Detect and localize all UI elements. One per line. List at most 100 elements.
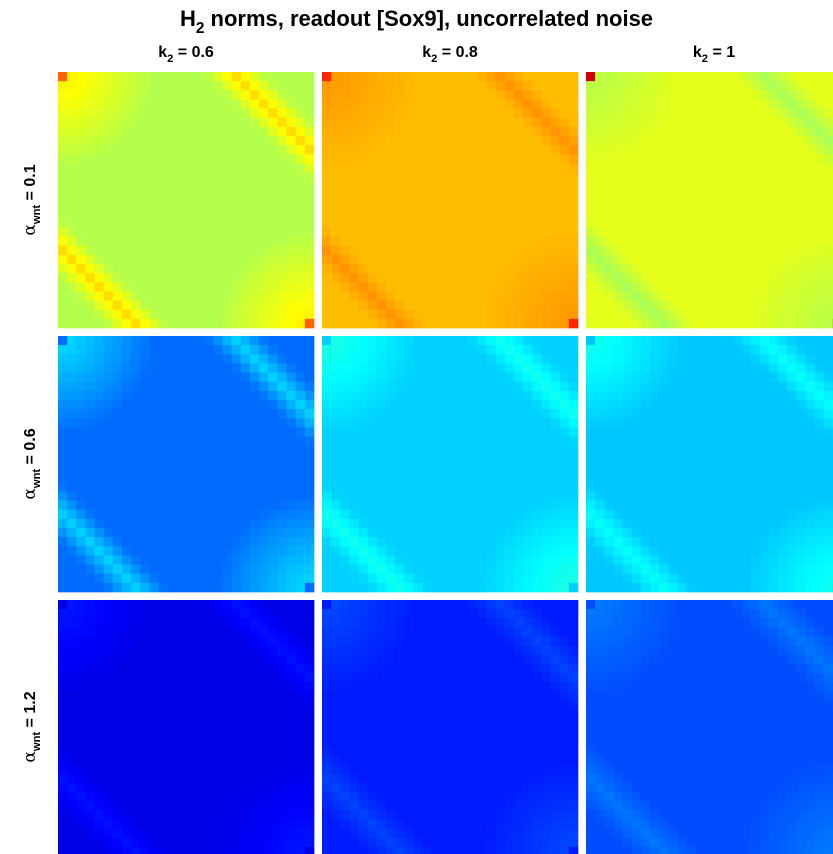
heatmap-cell — [386, 509, 396, 520]
heatmap-cell — [805, 555, 815, 565]
heatmap-cell — [631, 564, 642, 575]
heatmap-cell — [613, 427, 623, 437]
heatmap-cell — [103, 454, 114, 465]
heatmap-cell — [650, 564, 660, 575]
heatmap-cell — [386, 172, 396, 183]
heatmap-cell — [250, 664, 260, 674]
heatmap-cell — [622, 546, 633, 556]
heatmap-cell — [550, 300, 561, 311]
heatmap-cell — [704, 491, 715, 501]
heatmap-cell — [686, 500, 697, 511]
heatmap-cell — [140, 108, 150, 119]
heatmap-cell — [103, 409, 114, 419]
heatmap-cell — [404, 372, 414, 383]
heatmap-cell — [568, 264, 579, 274]
heatmap-cell — [268, 264, 278, 274]
heatmap-cell — [823, 345, 833, 355]
heatmap-cell — [796, 500, 806, 511]
heatmap-cell — [814, 99, 825, 109]
heatmap-cell — [122, 136, 132, 146]
heatmap-cell — [504, 372, 515, 383]
heatmap-cell — [823, 336, 833, 346]
heatmap-cell — [140, 282, 150, 292]
heatmap-cell — [495, 190, 506, 201]
heatmap-cell — [295, 636, 306, 647]
heatmap-cell — [431, 81, 442, 91]
heatmap-cell — [778, 172, 788, 183]
heatmap-cell — [268, 673, 278, 683]
heatmap-cell — [723, 418, 733, 428]
heatmap-cell — [167, 363, 178, 373]
heatmap-cell — [340, 190, 350, 201]
heatmap-cell — [213, 345, 223, 355]
heatmap-cell — [541, 381, 551, 392]
heatmap-cell — [823, 381, 833, 392]
heatmap-cell — [186, 454, 196, 465]
heatmap-cell — [268, 163, 278, 173]
heatmap-cell — [431, 136, 442, 146]
heatmap-cell — [85, 336, 95, 346]
heatmap-cell — [759, 136, 770, 146]
heatmap-cell — [450, 209, 460, 219]
heatmap-cell — [741, 154, 751, 164]
heatmap-cell — [76, 409, 86, 419]
heatmap-cell — [331, 390, 341, 401]
heatmap-cell — [295, 273, 306, 283]
heatmap-cell — [431, 200, 442, 210]
heatmap-cell — [523, 546, 533, 556]
heatmap-cell — [814, 154, 825, 164]
heatmap-cell — [613, 546, 623, 556]
heatmap-cell — [250, 564, 260, 575]
heatmap-cell — [158, 163, 169, 173]
heatmap-cell — [640, 372, 651, 383]
heatmap-cell — [732, 400, 742, 410]
heatmap-cell — [714, 537, 724, 547]
heatmap-cell — [805, 282, 815, 292]
heatmap-cell — [76, 482, 86, 492]
heatmap-cell — [259, 282, 269, 292]
heatmap-cell — [741, 354, 751, 364]
heatmap-cell — [250, 99, 260, 109]
heatmap-cell — [805, 390, 815, 401]
heatmap-cell — [704, 372, 715, 383]
heatmap-cell — [286, 573, 297, 584]
heatmap-cell — [349, 291, 359, 301]
heatmap-cell — [367, 117, 378, 128]
heatmap-cell — [340, 99, 350, 109]
heatmap-cell — [805, 400, 815, 410]
heatmap-cell — [386, 300, 396, 311]
heatmap-cell — [222, 582, 233, 593]
heatmap-cell — [186, 318, 196, 329]
heatmap-cell — [778, 381, 788, 392]
heatmap-cell — [404, 537, 414, 547]
heatmap-cell — [67, 555, 77, 565]
heatmap-cell — [331, 72, 341, 82]
heatmap-cell — [796, 491, 806, 501]
heatmap-cell — [778, 90, 788, 100]
heatmap-cell — [787, 400, 797, 410]
heatmap-cell — [732, 254, 742, 265]
heatmap-cell — [304, 518, 315, 529]
heatmap-cell — [677, 318, 687, 329]
heatmap-cell — [195, 654, 205, 665]
heatmap-cell — [541, 245, 551, 256]
heatmap-cell — [94, 582, 105, 593]
heatmap-cell — [149, 136, 159, 146]
heatmap-cell — [176, 636, 187, 647]
heatmap-cell — [349, 500, 359, 511]
heatmap-cell — [367, 236, 378, 247]
heatmap-cell — [176, 354, 187, 364]
heatmap-cell — [595, 291, 605, 301]
heatmap-cell — [259, 436, 269, 447]
heatmap-cell — [85, 181, 95, 192]
heatmap-cell — [450, 381, 460, 392]
heatmap-cell — [286, 81, 297, 91]
heatmap-cell — [386, 491, 396, 501]
heatmap-cell — [176, 273, 187, 283]
heatmap-cell — [796, 273, 806, 283]
heatmap-cell — [213, 600, 223, 610]
heatmap-cell — [204, 473, 214, 483]
heatmap-cell — [140, 264, 150, 274]
heatmap-cell — [504, 200, 515, 210]
heatmap-cell — [631, 200, 642, 210]
